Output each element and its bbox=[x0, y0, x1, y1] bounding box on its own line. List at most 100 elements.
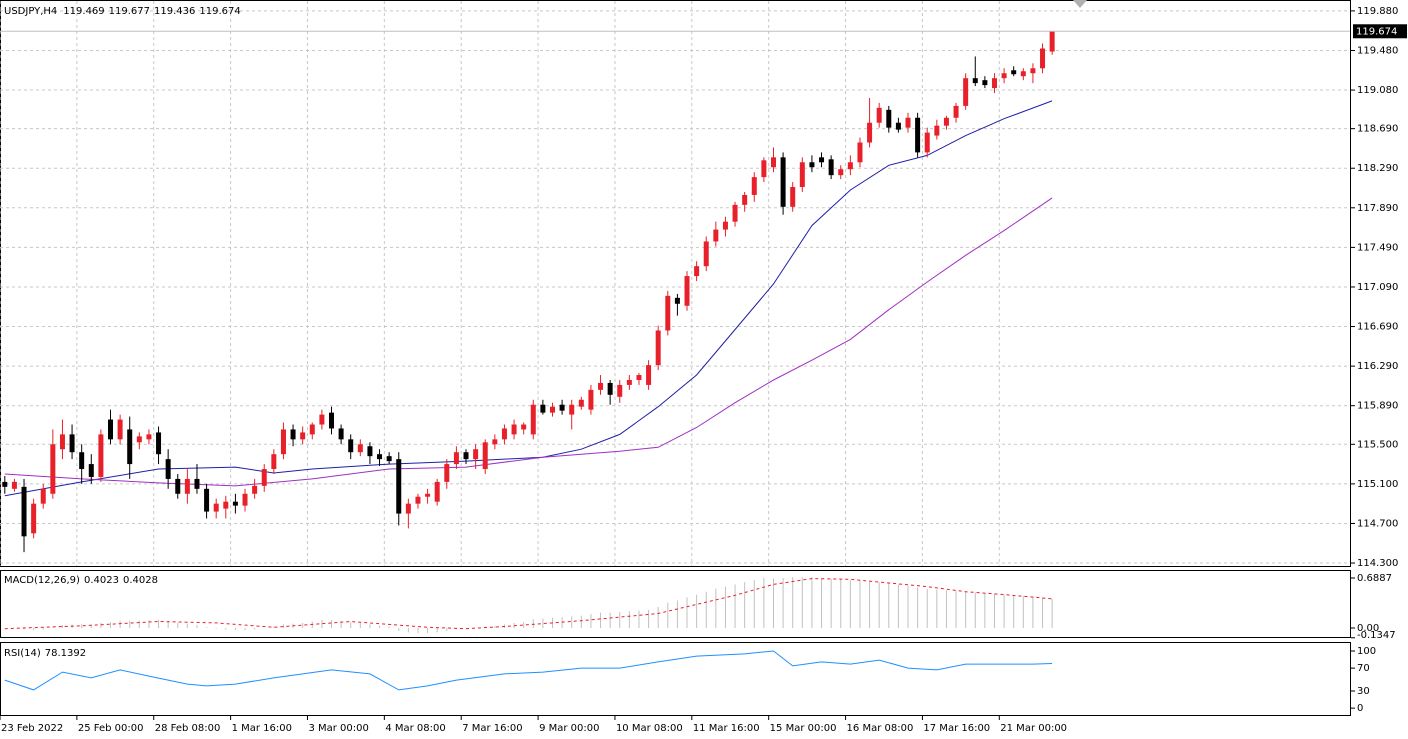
candle-body bbox=[924, 132, 930, 153]
rsi-value: 78.1392 bbox=[45, 648, 86, 659]
y-tick-label: 115.890 bbox=[1357, 401, 1398, 412]
candle-body bbox=[655, 330, 661, 366]
low: 119.436 bbox=[154, 6, 195, 17]
rsi-title: RSI(14) bbox=[4, 648, 41, 659]
candle-body bbox=[982, 80, 988, 86]
candle-body bbox=[1001, 73, 1007, 79]
candle-body bbox=[50, 444, 56, 494]
candle-body bbox=[540, 404, 546, 413]
candle-body bbox=[309, 424, 315, 435]
candle-body bbox=[617, 384, 623, 397]
y-tick-label: 118.290 bbox=[1357, 163, 1398, 174]
moving-average bbox=[4, 100, 1053, 497]
y-tick-label: 0.00 bbox=[1357, 623, 1379, 634]
candle-body bbox=[963, 78, 969, 106]
macd-pane bbox=[0, 570, 1351, 638]
candle-body bbox=[886, 109, 892, 128]
candle-body bbox=[11, 481, 17, 489]
candle-body bbox=[847, 162, 853, 170]
candle-body bbox=[770, 157, 776, 168]
candle-body bbox=[88, 464, 94, 477]
current-price-box bbox=[1353, 24, 1407, 39]
candle-body bbox=[280, 429, 286, 455]
x-tick-label: 16 Mar 08:00 bbox=[847, 723, 914, 734]
candle-body bbox=[1020, 71, 1026, 77]
candle-body bbox=[386, 456, 392, 462]
high: 119.677 bbox=[109, 6, 150, 17]
candle-body bbox=[742, 194, 748, 205]
y-tick-label: 119.480 bbox=[1357, 45, 1398, 56]
candle-body bbox=[31, 503, 37, 534]
rsi-line bbox=[4, 650, 1053, 691]
candle-body bbox=[1049, 31, 1055, 52]
candle-body bbox=[261, 469, 267, 486]
y-tick-label: 100 bbox=[1357, 646, 1376, 657]
candle-body bbox=[59, 434, 65, 450]
y-tick-label: -0.1347 bbox=[1357, 630, 1396, 641]
candle-body bbox=[703, 241, 709, 267]
candle-body bbox=[434, 481, 440, 502]
y-tick-label: 115.500 bbox=[1357, 439, 1398, 450]
candle-body bbox=[953, 105, 959, 118]
candle-body bbox=[646, 365, 652, 385]
x-tick-label: 28 Feb 08:00 bbox=[155, 723, 221, 734]
candle-body bbox=[1030, 68, 1036, 74]
y-tick-label: 0 bbox=[1357, 703, 1363, 714]
signal-line bbox=[4, 578, 1053, 630]
candle-body bbox=[146, 434, 152, 440]
candle-body bbox=[271, 454, 277, 470]
candle-body bbox=[665, 295, 671, 331]
candle-body bbox=[790, 187, 796, 207]
candle-body bbox=[549, 406, 555, 413]
x-tick-label: 9 Mar 00:00 bbox=[539, 723, 599, 734]
candle-body bbox=[521, 424, 527, 430]
candle-body bbox=[425, 493, 431, 497]
candle-body bbox=[991, 78, 997, 89]
x-tick-label: 7 Mar 16:00 bbox=[462, 723, 522, 734]
candle-body bbox=[290, 429, 296, 440]
candle-body bbox=[598, 382, 604, 390]
candle-body bbox=[79, 452, 85, 470]
candle-body bbox=[357, 444, 363, 453]
x-tick-label: 21 Mar 00:00 bbox=[1000, 723, 1067, 734]
y-tick-label: 115.100 bbox=[1357, 479, 1398, 490]
macd-value: 0.4023 bbox=[84, 575, 119, 586]
candle-body bbox=[1040, 48, 1046, 69]
candle-body bbox=[223, 501, 229, 509]
candle-body bbox=[117, 419, 123, 440]
candle-body bbox=[578, 399, 584, 407]
candle-body bbox=[501, 428, 507, 440]
candle-body bbox=[453, 452, 459, 465]
candle-body bbox=[338, 428, 344, 440]
candle-body bbox=[473, 449, 479, 460]
candle-body bbox=[674, 297, 680, 304]
candle-body bbox=[69, 434, 75, 453]
candle-body bbox=[530, 404, 536, 435]
candle-body bbox=[328, 412, 334, 429]
candle-body bbox=[943, 117, 949, 126]
candle-body bbox=[444, 464, 450, 482]
y-tick-label: 117.890 bbox=[1357, 203, 1398, 214]
x-tick-label: 3 Mar 00:00 bbox=[308, 723, 368, 734]
candle-body bbox=[213, 503, 219, 512]
candle-body bbox=[732, 204, 738, 222]
shift-marker bbox=[1073, 0, 1087, 8]
x-tick-label: 25 Feb 00:00 bbox=[78, 723, 144, 734]
candle-body bbox=[799, 162, 805, 188]
y-tick-label: 117.490 bbox=[1357, 242, 1398, 253]
candle-body bbox=[98, 434, 104, 477]
candle-body bbox=[175, 478, 181, 494]
y-tick-label: 116.290 bbox=[1357, 361, 1398, 372]
candle-body bbox=[127, 429, 133, 465]
candle-body bbox=[242, 493, 248, 506]
candle-body bbox=[713, 229, 719, 242]
candle-body bbox=[21, 486, 27, 537]
candle-body bbox=[828, 159, 834, 176]
x-tick-label: 23 Feb 2022 bbox=[1, 723, 63, 734]
candle-body bbox=[405, 503, 411, 514]
candle-body bbox=[136, 436, 142, 443]
candle-body bbox=[751, 177, 757, 195]
